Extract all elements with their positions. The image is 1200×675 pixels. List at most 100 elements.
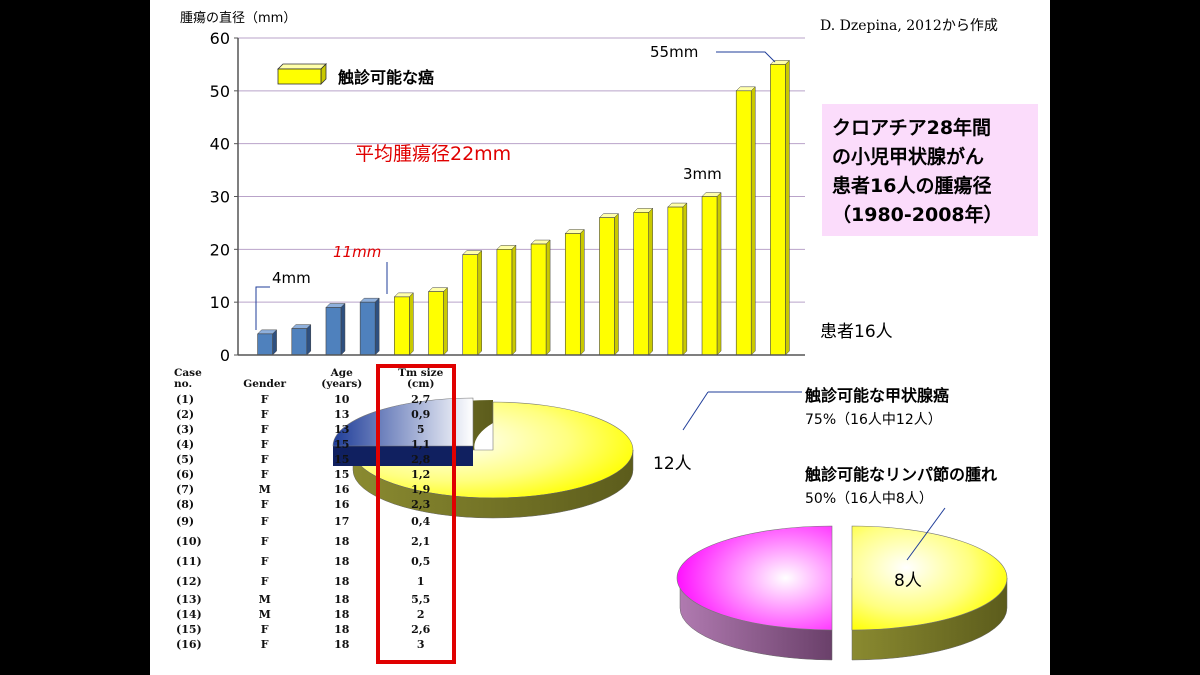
table-cell: F (260, 622, 269, 636)
table-cell: 1 (416, 575, 425, 588)
legend-swatch (277, 68, 322, 85)
source-note: D. Dzepina, 2012から作成 (820, 18, 998, 34)
case-table: Case no. Gender Age (years) Tm size (cm) (1) F 1… (172, 368, 462, 652)
bar-12 (633, 207, 654, 356)
table-cell: 18 (334, 607, 350, 621)
table-row: (4) F 15 1,1 (172, 437, 462, 452)
bar-side (580, 228, 585, 356)
bar-6 (427, 286, 449, 356)
bar-front (496, 249, 513, 356)
table-cell: 2 (416, 607, 425, 621)
annotation-min-leader (255, 286, 270, 330)
bar-front (667, 206, 684, 356)
table-cell: 2,8 (411, 452, 431, 466)
y-tick-label: 60 (210, 29, 230, 48)
bar-15 (735, 86, 756, 356)
table-cell: (2) (176, 407, 195, 421)
pie2-title: 触診可能なリンパ節の腫れ (804, 465, 997, 484)
table-cell: (9) (176, 515, 195, 528)
table-cell: 2,3 (411, 497, 431, 511)
bar-11 (598, 213, 620, 356)
table-cell: F (260, 437, 269, 451)
pie2-label-yellow: 8人 (894, 571, 922, 591)
bar-front (325, 307, 342, 356)
table-row: (1) F 10 2,7 (172, 392, 462, 407)
table-cell: F (260, 555, 269, 568)
table-cell: 0,4 (411, 515, 431, 528)
table-cell: 15 (334, 467, 350, 481)
table-cell: 5,5 (411, 592, 431, 606)
info-line-3: 患者16人の腫瘍径 (832, 175, 992, 197)
pie2-subtitle: 50%（16人中8人） (805, 491, 933, 507)
table-row: (2) F 13 0,9 (172, 407, 462, 422)
bar-side (750, 86, 756, 356)
bar-8 (496, 244, 517, 356)
table-cell: (14) (176, 607, 202, 621)
table-cell: M (258, 592, 271, 606)
bar-side (785, 59, 790, 356)
bar-side (409, 292, 414, 356)
bar-14 (701, 191, 722, 356)
bar-front (359, 301, 376, 356)
pie1-slice-blue (332, 397, 474, 447)
table-cell: 16 (334, 497, 350, 511)
table-header-1: Gender (243, 378, 287, 390)
legend-swatch-top (277, 63, 327, 70)
bar-4 (359, 297, 380, 356)
bar-front (291, 328, 308, 356)
bar-10 (564, 228, 585, 356)
bar-side (545, 239, 551, 356)
table-cell: (15) (176, 622, 202, 636)
table-cell: 15 (334, 437, 350, 451)
y-tick-label: 20 (210, 240, 230, 259)
table-body: (1) F 10 2,7 (2) F 13 0,9 (3) F 13 5 (4) F 15 1,1 (5) F 15… (172, 392, 462, 652)
bar-side (682, 202, 688, 356)
info-box: クロアチア28年間 の小児甲状腺がん 患者16人の腫瘍径 （1980-2008年… (822, 104, 1038, 236)
bar-front (428, 291, 444, 356)
bar-front (633, 212, 649, 356)
bar-side (716, 191, 722, 356)
bar-5 (393, 292, 414, 356)
table-cell: 1,1 (411, 437, 431, 451)
annotation-palpable-min: 11mm (333, 243, 381, 261)
y-axis-label: 腫瘍の直径（mm） (180, 10, 296, 26)
table-cell: (4) (176, 437, 195, 451)
pie2-slice-yellow (851, 525, 1008, 631)
table-cell: 13 (334, 407, 350, 421)
info-line-1: クロアチア28年間 (832, 117, 992, 139)
mean-diameter-label: 平均腫瘍径22mm (355, 143, 511, 165)
pie1-subtitle: 75%（16人中12人） (805, 412, 942, 428)
table-row: (13) M 18 5,5 (172, 592, 462, 607)
bar-front (257, 333, 273, 356)
bar-front (530, 243, 547, 356)
table-row: (7) M 16 1,9 (172, 482, 462, 497)
bar-front (599, 217, 615, 356)
pie1-label-yellow: 12人 (653, 454, 692, 474)
pie1-title: 触診可能な甲状腺癌 (804, 386, 949, 405)
table-cell: (1) (176, 392, 195, 406)
bar-side (614, 213, 619, 356)
annotation-max: 55mm (650, 43, 698, 61)
table-cell: M (258, 482, 271, 496)
table-row: (14) M 18 2 (172, 607, 462, 622)
bar-front (735, 90, 752, 356)
tumor-size-highlight-box (376, 364, 456, 664)
table-header-row: Case no. Gender Age (years) Tm size (cm) (172, 368, 462, 392)
bar-2 (291, 323, 312, 356)
table-cell: F (260, 497, 269, 511)
legend-label: 触診可能な癌 (337, 68, 434, 87)
table-cell: 18 (334, 575, 350, 588)
pie-palpable-cancer: 12人 (332, 397, 692, 519)
table-cell: 0,5 (411, 555, 431, 568)
table-header-2: Age (years) (321, 367, 363, 390)
pie1-slice-blue-side (333, 446, 473, 466)
bar-side (306, 323, 312, 356)
table-cell: 1,9 (411, 482, 431, 496)
table-cell: 18 (334, 637, 350, 651)
y-axis-ticks: 0 10 20 30 40 50 60 (210, 29, 238, 365)
table-row: (16) F 18 3 (172, 637, 462, 652)
y-tick-label: 10 (210, 293, 230, 312)
patients-label: 患者16人 (820, 322, 893, 342)
y-tick-label: 0 (220, 346, 230, 365)
table-cell: 2,6 (411, 622, 431, 636)
